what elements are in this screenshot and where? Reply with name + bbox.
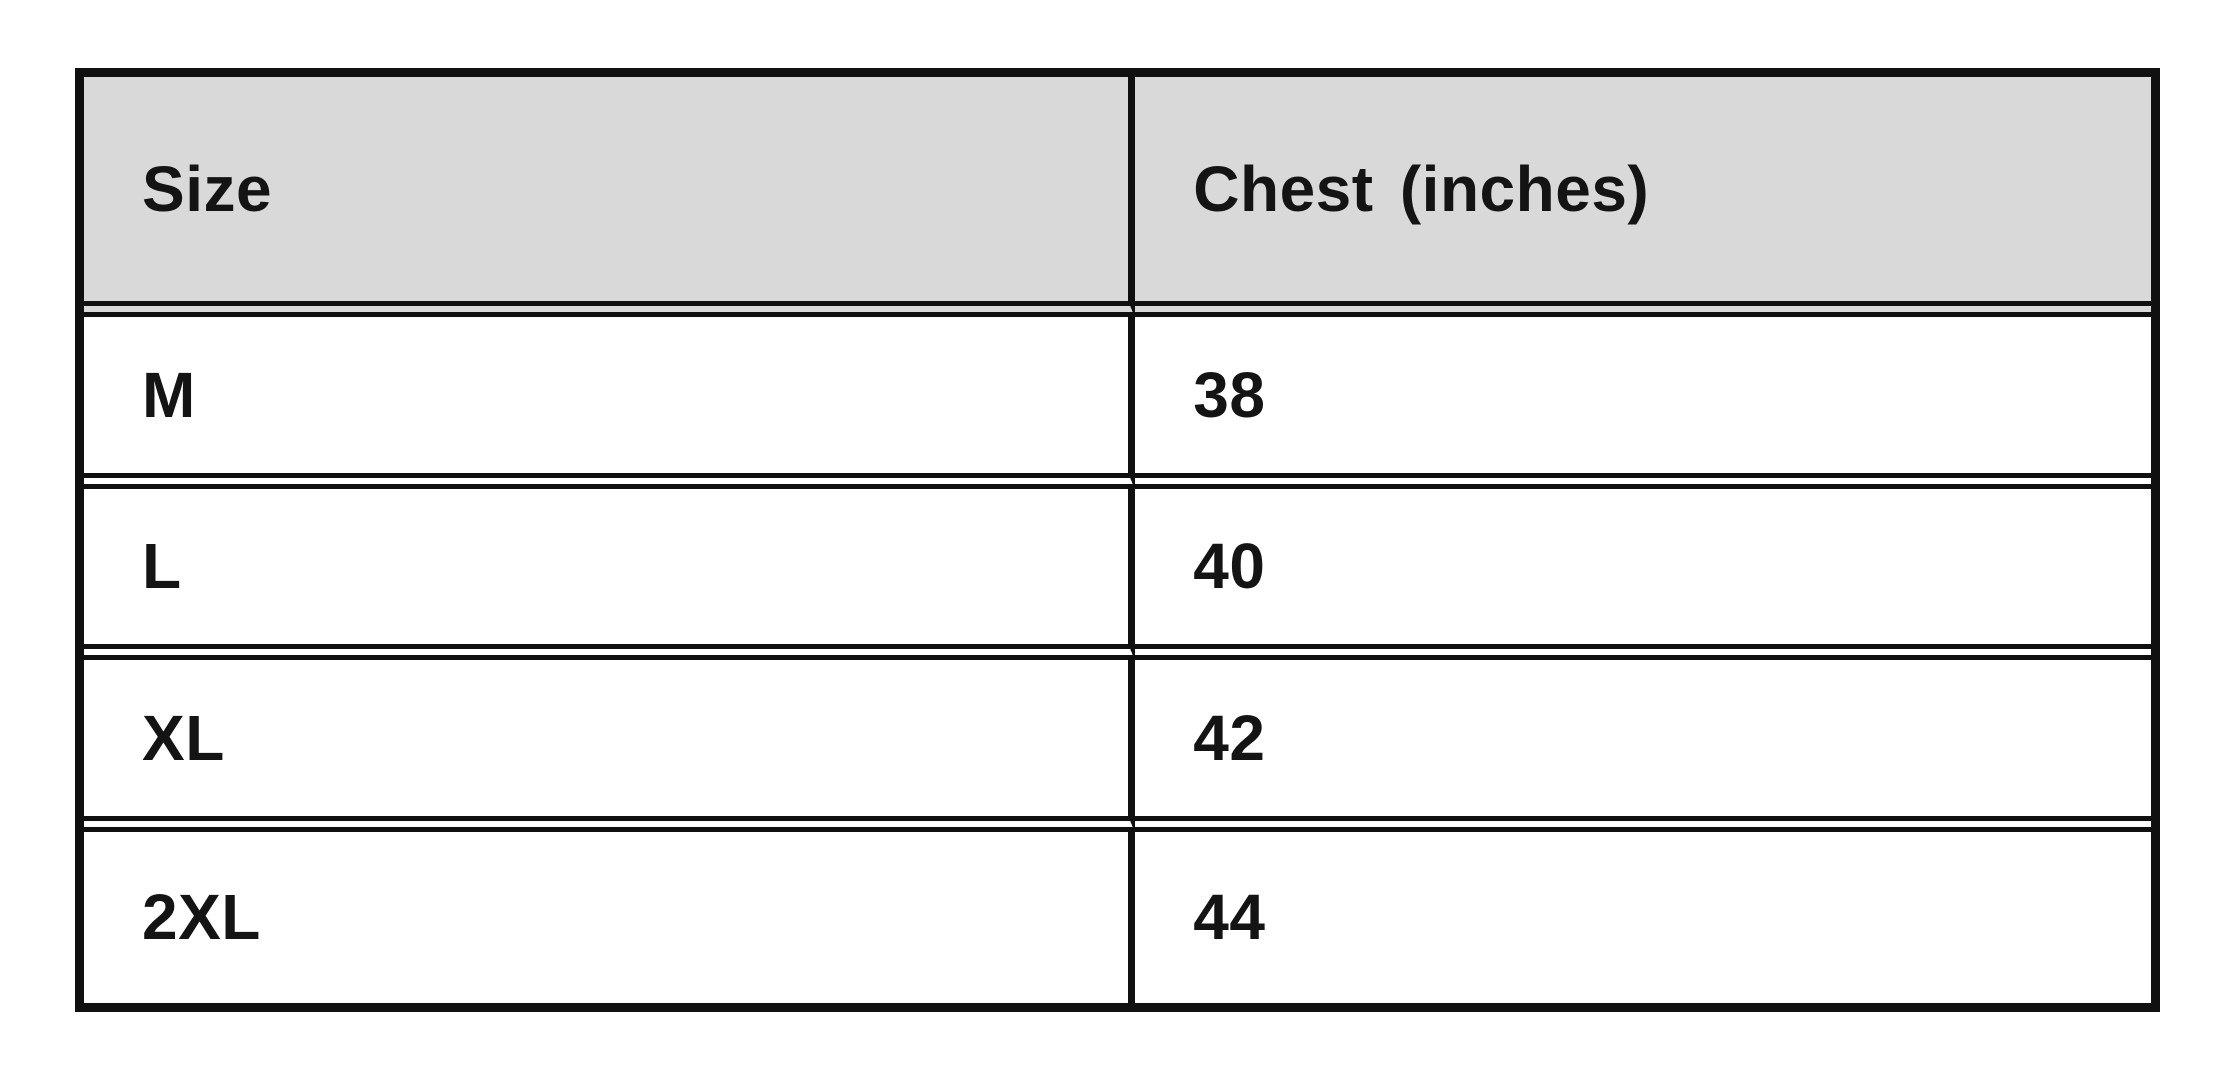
cell-chest-l: 40 — [1135, 488, 2151, 660]
cell-chest-xl: 42 — [1135, 660, 2151, 832]
size-chart-table: Size Chest (inches) M 38 L 40 XL 42 2XL … — [75, 68, 2160, 1012]
cell-size-l: L — [84, 488, 1136, 660]
cell-size-m: M — [84, 317, 1136, 489]
cell-chest-2xl: 44 — [1135, 831, 2151, 1003]
header-cell-size: Size — [84, 77, 1136, 317]
cell-size-2xl: 2XL — [84, 831, 1136, 1003]
cell-size-xl: XL — [84, 660, 1136, 832]
cell-chest-m: 38 — [1135, 317, 2151, 489]
header-cell-chest: Chest (inches) — [1135, 77, 2151, 317]
